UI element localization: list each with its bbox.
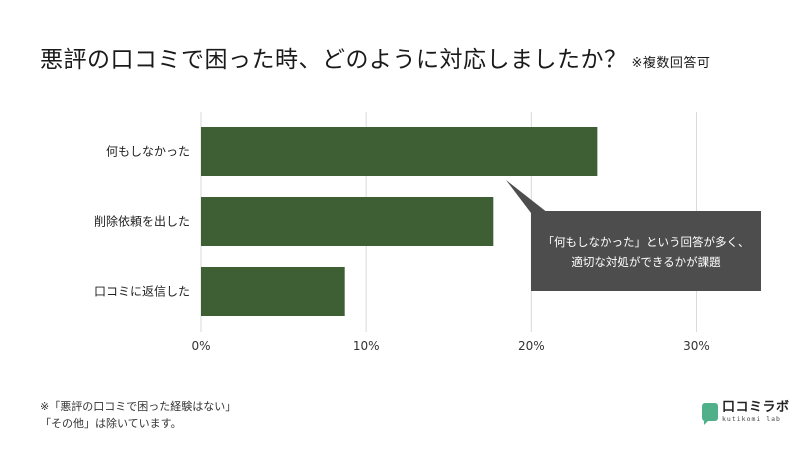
bar	[201, 267, 345, 316]
callout-text: 適切な対処ができるかが課題	[571, 255, 721, 269]
x-tick-label: 30%	[683, 339, 710, 353]
footnote: ※「悪評の口コミで困った経験はない」 「その他」は除いています。	[40, 398, 236, 432]
x-tick-label: 10%	[353, 339, 380, 353]
chart-title-note: ※複数回答可	[631, 56, 711, 71]
logo-main-text: 口コミラボ	[722, 400, 790, 415]
category-label: 口コミに返信した	[94, 285, 190, 299]
callout-text: 「何もしなかった」という回答が多く、	[543, 235, 750, 249]
category-label: 削除依頼を出した	[94, 214, 190, 229]
footnote-line-2: 「その他」は除いています。	[40, 417, 182, 430]
chart-title: 悪評の口コミで困った時、どのように対応しましたか？ ※複数回答可	[40, 40, 710, 74]
speech-bubble-icon	[702, 402, 718, 425]
x-tick-label: 0%	[191, 339, 210, 353]
chart-title-main: 悪評の口コミで困った時、どのように対応しましたか？	[40, 47, 628, 73]
callout-pointer	[506, 180, 548, 213]
category-label: 何もしなかった	[106, 145, 190, 159]
bar	[201, 197, 494, 246]
logo-sub-text: kutikomi lab	[722, 415, 781, 423]
bar	[201, 127, 598, 176]
brand-logo: 口コミラボ kutikomi lab	[702, 400, 790, 425]
footnote-line-1: ※「悪評の口コミで困った経験はない」	[40, 400, 237, 413]
x-tick-label: 20%	[518, 339, 545, 353]
callout-box	[531, 211, 761, 291]
